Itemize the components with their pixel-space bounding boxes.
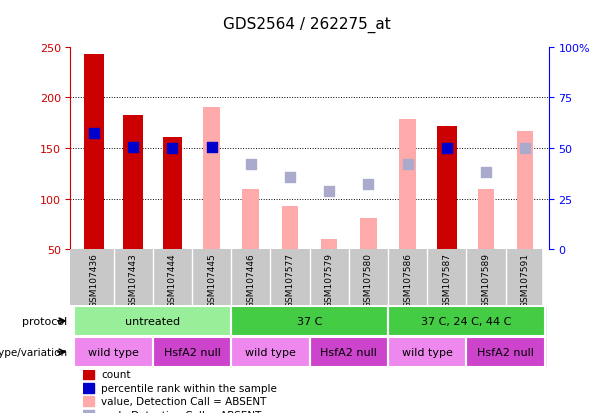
Point bbox=[481, 170, 491, 176]
Point bbox=[324, 188, 334, 195]
Point bbox=[442, 145, 452, 152]
Bar bbox=[388, 306, 545, 336]
Bar bbox=[231, 337, 310, 367]
Text: GSM107587: GSM107587 bbox=[442, 253, 451, 308]
Text: wild type: wild type bbox=[245, 347, 296, 357]
Point bbox=[520, 145, 530, 152]
Text: GDS2564 / 262275_at: GDS2564 / 262275_at bbox=[223, 17, 390, 33]
Text: GSM107589: GSM107589 bbox=[481, 253, 490, 308]
Text: 37 C: 37 C bbox=[297, 316, 322, 326]
Bar bbox=[84, 55, 104, 250]
Text: 37 C, 24 C, 44 C: 37 C, 24 C, 44 C bbox=[421, 316, 511, 326]
Text: GSM107580: GSM107580 bbox=[364, 253, 373, 308]
Bar bbox=[466, 337, 545, 367]
Bar bbox=[231, 337, 310, 367]
Bar bbox=[83, 383, 94, 393]
Bar bbox=[243, 189, 259, 250]
Bar bbox=[517, 131, 533, 250]
Bar bbox=[162, 138, 182, 250]
Point bbox=[285, 175, 295, 181]
Bar bbox=[153, 337, 231, 367]
Point bbox=[89, 130, 99, 137]
Text: GSM107579: GSM107579 bbox=[325, 253, 333, 308]
Text: count: count bbox=[101, 370, 131, 380]
Text: HsfA2 null: HsfA2 null bbox=[321, 347, 377, 357]
Text: protocol: protocol bbox=[22, 316, 67, 326]
Bar bbox=[83, 396, 94, 406]
Bar bbox=[153, 337, 231, 367]
Bar bbox=[478, 189, 494, 250]
Bar bbox=[204, 108, 220, 250]
Bar bbox=[466, 337, 545, 367]
Bar bbox=[74, 306, 231, 336]
Text: untreated: untreated bbox=[125, 316, 180, 326]
Text: value, Detection Call = ABSENT: value, Detection Call = ABSENT bbox=[101, 396, 267, 406]
Bar bbox=[399, 119, 416, 250]
Bar bbox=[281, 206, 299, 250]
Bar bbox=[321, 240, 338, 250]
Text: GSM107436: GSM107436 bbox=[89, 253, 99, 307]
Bar bbox=[74, 306, 231, 336]
Bar bbox=[74, 337, 153, 367]
Text: HsfA2 null: HsfA2 null bbox=[477, 347, 534, 357]
Text: GSM107577: GSM107577 bbox=[286, 253, 294, 308]
Text: wild type: wild type bbox=[88, 347, 139, 357]
Text: GSM107445: GSM107445 bbox=[207, 253, 216, 307]
Bar bbox=[388, 337, 466, 367]
Bar bbox=[388, 306, 545, 336]
Text: GSM107443: GSM107443 bbox=[129, 253, 138, 307]
Point bbox=[246, 161, 256, 168]
Bar bbox=[310, 337, 388, 367]
Bar bbox=[437, 126, 457, 250]
Point bbox=[364, 181, 373, 188]
Bar bbox=[123, 115, 143, 250]
Point bbox=[167, 145, 177, 152]
Bar bbox=[83, 410, 94, 413]
Text: GSM107591: GSM107591 bbox=[520, 253, 530, 308]
Text: HsfA2 null: HsfA2 null bbox=[164, 347, 221, 357]
Bar bbox=[310, 337, 388, 367]
Bar bbox=[83, 370, 94, 379]
Text: wild type: wild type bbox=[402, 347, 452, 357]
Text: GSM107586: GSM107586 bbox=[403, 253, 412, 308]
Text: genotype/variation: genotype/variation bbox=[0, 347, 67, 357]
Point bbox=[207, 145, 216, 151]
Text: percentile rank within the sample: percentile rank within the sample bbox=[101, 383, 277, 393]
Bar bbox=[360, 218, 376, 250]
Point bbox=[403, 161, 413, 168]
Point bbox=[128, 145, 138, 151]
Bar bbox=[74, 337, 153, 367]
Bar bbox=[231, 306, 388, 336]
Text: rank, Detection Call = ABSENT: rank, Detection Call = ABSENT bbox=[101, 410, 262, 413]
Bar bbox=[388, 337, 466, 367]
Bar bbox=[231, 306, 388, 336]
Text: GSM107444: GSM107444 bbox=[168, 253, 177, 307]
Text: GSM107446: GSM107446 bbox=[246, 253, 255, 307]
